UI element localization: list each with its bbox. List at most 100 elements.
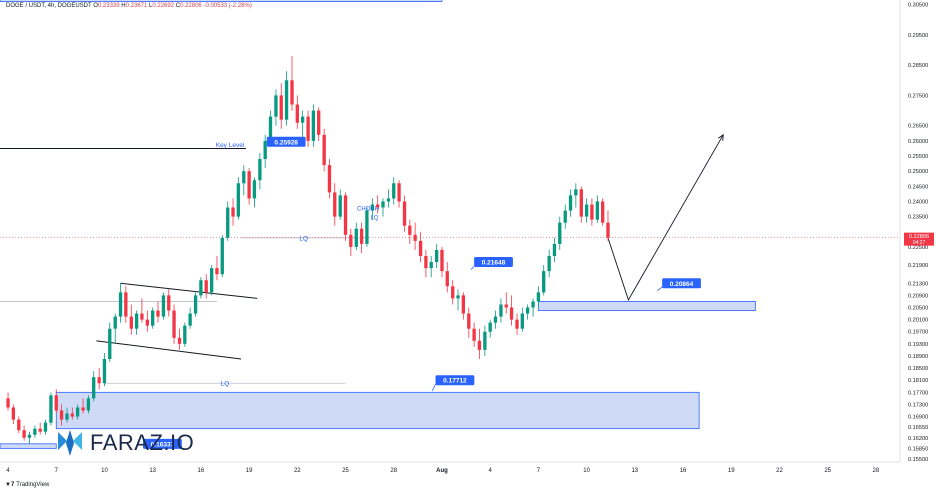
candle [295, 95, 299, 129]
candle-body [579, 189, 583, 217]
candle [536, 286, 541, 308]
candle [300, 110, 305, 141]
y-tick-label: 0.15500 [908, 457, 928, 463]
candle-body [349, 234, 353, 247]
y-tick-label: 0.24000 [908, 199, 928, 205]
candle-body [499, 304, 503, 317]
candle-body [108, 328, 112, 359]
key-level-label: Key Level [216, 142, 245, 149]
candle-body [118, 292, 123, 317]
candle-body [161, 295, 166, 317]
candle [274, 89, 278, 126]
y-tick-label: 0.20900 [908, 293, 928, 299]
y-tick-label: 0.15850 [908, 446, 928, 452]
candle-body [284, 80, 289, 120]
candle-body [81, 407, 85, 411]
candle-body [236, 183, 240, 217]
candle-body [381, 201, 385, 208]
candle-body [279, 95, 283, 120]
candle-body [536, 292, 541, 302]
tradingview-logo[interactable]: ▼7 TradingView [5, 482, 49, 488]
candle [397, 180, 401, 208]
current-price-marker [904, 232, 934, 246]
candle [210, 265, 214, 296]
candle [17, 416, 21, 434]
labels-layer: 0.25928 0.21648 0.20864 0.17712 0.16337 Key L… [143, 136, 701, 449]
symbol-header: DOGE / USDT, 4h, DOGEUSDT O0.23339 H0.23… [6, 3, 252, 9]
candle [445, 262, 449, 293]
candle [499, 298, 503, 323]
y-tick-label: 0.16550 [908, 425, 928, 431]
candle-body [445, 271, 449, 287]
candle [413, 222, 417, 250]
candle [33, 425, 37, 438]
y-tick-label: 0.19300 [908, 342, 928, 348]
candle-body [333, 192, 337, 217]
candle [140, 298, 144, 323]
candle [86, 395, 91, 414]
candle [568, 189, 573, 217]
zone-low-price-tag: 0.17712 [443, 378, 467, 385]
y-tick-label: 0.21900 [908, 263, 928, 269]
candle [558, 216, 562, 250]
y-tick-label: 0.25000 [908, 169, 928, 175]
y-tick-label: 0.21300 [908, 281, 928, 287]
candle-body [33, 428, 37, 435]
key-level-price-tag: 0.25928 [274, 139, 298, 146]
candle [542, 265, 546, 296]
open-value: 0.23339 [97, 3, 120, 9]
candle [579, 186, 583, 223]
candle [167, 289, 171, 317]
candle-body [483, 331, 487, 350]
upper_demand_zone [537, 301, 756, 311]
candle [456, 289, 460, 311]
candle-body [226, 207, 230, 238]
x-tick-label: 7 [537, 468, 541, 474]
lq-lower-label: LQ [221, 381, 230, 388]
choch-label: CHOCH [357, 207, 379, 213]
x-tick-label: 13 [631, 468, 638, 474]
candle-body [86, 398, 91, 411]
candle-body [75, 407, 80, 417]
x-tick-label: 28 [873, 468, 880, 474]
candle-body [97, 377, 101, 384]
candle [595, 195, 600, 223]
candle [349, 228, 353, 256]
candle-body [515, 319, 519, 329]
candle-body [595, 201, 600, 220]
candle [49, 392, 53, 426]
candle [601, 198, 605, 226]
candle-body [193, 295, 198, 314]
y-tick-label: 0.25500 [908, 154, 928, 160]
candle [531, 298, 535, 317]
y-tick-label: 0.28500 [908, 63, 928, 69]
candle-body [49, 395, 53, 423]
choch-lq-label: LQ [370, 216, 378, 222]
y-tick-label: 0.18100 [908, 378, 928, 384]
candles-layer [6, 56, 610, 444]
candle-body [188, 313, 192, 326]
candle-body [584, 204, 589, 217]
zone-top-price-tag: 0.20864 [670, 281, 694, 288]
candle-body [558, 222, 562, 244]
candle [145, 310, 150, 332]
candle [317, 107, 321, 141]
candle-body [542, 271, 546, 293]
candle [392, 177, 396, 205]
candle [27, 431, 32, 444]
candle [327, 159, 332, 199]
candle-body [102, 358, 107, 384]
candle-body [472, 328, 476, 341]
candle-body [215, 268, 219, 275]
candle [231, 198, 235, 226]
candle-body [461, 295, 465, 314]
candle-body [290, 80, 294, 105]
candle-body [204, 280, 208, 293]
candle [236, 177, 240, 220]
candle [429, 255, 433, 278]
candle [418, 231, 423, 263]
candle [322, 128, 326, 172]
candle-body [574, 189, 578, 196]
y-tick-label: 0.23500 [908, 215, 928, 221]
candle [365, 207, 369, 247]
